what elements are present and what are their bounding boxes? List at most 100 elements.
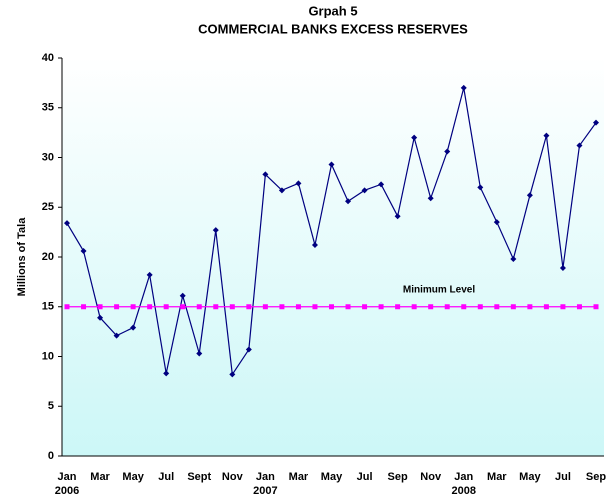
point-marker: [411, 304, 417, 310]
point-marker: [460, 84, 467, 91]
point-marker: [279, 304, 285, 310]
x-tick-label: Mar: [289, 471, 309, 483]
point-marker: [427, 195, 434, 202]
point-marker: [147, 304, 153, 310]
x-tick-label: May: [321, 471, 343, 483]
x-tick-label: Nov: [420, 471, 442, 483]
point-marker: [180, 304, 186, 310]
point-marker: [345, 198, 352, 205]
point-marker: [428, 304, 434, 310]
point-marker: [394, 213, 401, 220]
point-marker: [64, 220, 70, 227]
x-tick-label: Nov: [222, 471, 244, 483]
point-marker: [262, 304, 268, 310]
point-marker: [311, 242, 318, 249]
point-marker: [494, 304, 500, 310]
point-marker: [146, 271, 153, 278]
point-marker: [527, 304, 533, 310]
point-marker: [295, 180, 302, 187]
x-tick-label: Jan: [58, 471, 77, 483]
point-marker: [477, 304, 483, 310]
y-tick-label: 35: [42, 102, 54, 114]
x-tick-label: Mar: [487, 471, 507, 483]
y-tick-label: 15: [42, 301, 54, 313]
point-marker: [196, 350, 203, 357]
point-marker: [411, 134, 418, 141]
point-marker: [526, 192, 533, 199]
annotation: Minimum Level: [403, 284, 475, 295]
x-tick-label: Mar: [90, 471, 110, 483]
x-tick-label: Jan: [454, 471, 473, 483]
point-marker: [229, 371, 236, 378]
point-marker: [163, 370, 170, 377]
point-marker: [212, 227, 219, 234]
x-tick-label: May: [519, 471, 541, 483]
y-tick-label: 25: [42, 201, 54, 213]
x-tick-label: Sep: [388, 471, 408, 483]
x-tick-label: May: [122, 471, 144, 483]
x-year-label: 2006: [55, 485, 79, 497]
point-marker: [510, 304, 516, 310]
point-marker: [444, 304, 450, 310]
point-marker: [245, 346, 252, 353]
x-tick-label: Jan: [256, 471, 275, 483]
point-marker: [361, 187, 368, 194]
y-axis-label: Millions of Tala: [16, 217, 28, 297]
point-marker: [559, 264, 566, 271]
point-marker: [477, 184, 484, 191]
point-marker: [130, 304, 136, 310]
x-tick-label: Sept: [187, 471, 211, 483]
chart-subtitle: COMMERCIAL BANKS EXCESS RESERVES: [198, 21, 468, 36]
x-tick-label: Sep: [586, 471, 606, 483]
y-tick-label: 10: [42, 350, 54, 362]
point-marker: [312, 304, 318, 310]
point-marker: [229, 304, 235, 310]
point-marker: [493, 219, 500, 226]
point-marker: [461, 304, 467, 310]
x-tick-label: Jul: [555, 471, 571, 483]
x-year-label: 2007: [253, 485, 277, 497]
point-marker: [97, 304, 103, 310]
point-marker: [114, 304, 120, 310]
point-marker: [510, 255, 517, 262]
point-marker: [213, 304, 219, 310]
point-marker: [130, 324, 137, 331]
y-tick-label: 30: [42, 151, 54, 163]
point-marker: [444, 148, 451, 155]
plot-area: [62, 58, 604, 456]
point-marker: [560, 304, 566, 310]
x-year-label: 2008: [452, 485, 476, 497]
point-marker: [593, 304, 599, 310]
point-marker: [345, 304, 351, 310]
point-marker: [64, 304, 70, 310]
point-marker: [378, 181, 385, 188]
point-marker: [246, 304, 252, 310]
point-marker: [543, 132, 550, 139]
point-marker: [576, 304, 582, 310]
point-marker: [329, 304, 334, 310]
point-marker: [295, 304, 301, 310]
point-marker: [80, 248, 87, 255]
x-tick-label: Jul: [158, 471, 174, 483]
point-marker: [81, 304, 87, 310]
y-tick-label: 40: [42, 52, 54, 64]
point-marker: [576, 142, 583, 149]
point-marker: [543, 304, 549, 310]
chart-title: Grpah 5: [308, 3, 357, 18]
y-tick-label: 5: [48, 400, 54, 412]
point-marker: [362, 304, 368, 310]
point-marker: [179, 292, 186, 299]
y-tick-label: 0: [48, 450, 54, 462]
point-marker: [278, 187, 285, 194]
point-marker: [113, 332, 120, 339]
x-tick-label: Jul: [357, 471, 373, 483]
point-marker: [196, 304, 202, 310]
point-marker: [163, 304, 169, 310]
point-marker: [262, 171, 269, 178]
point-marker: [378, 304, 384, 310]
point-marker: [97, 314, 104, 321]
point-marker: [593, 119, 599, 126]
point-marker: [328, 161, 335, 168]
y-tick-label: 20: [42, 251, 54, 263]
